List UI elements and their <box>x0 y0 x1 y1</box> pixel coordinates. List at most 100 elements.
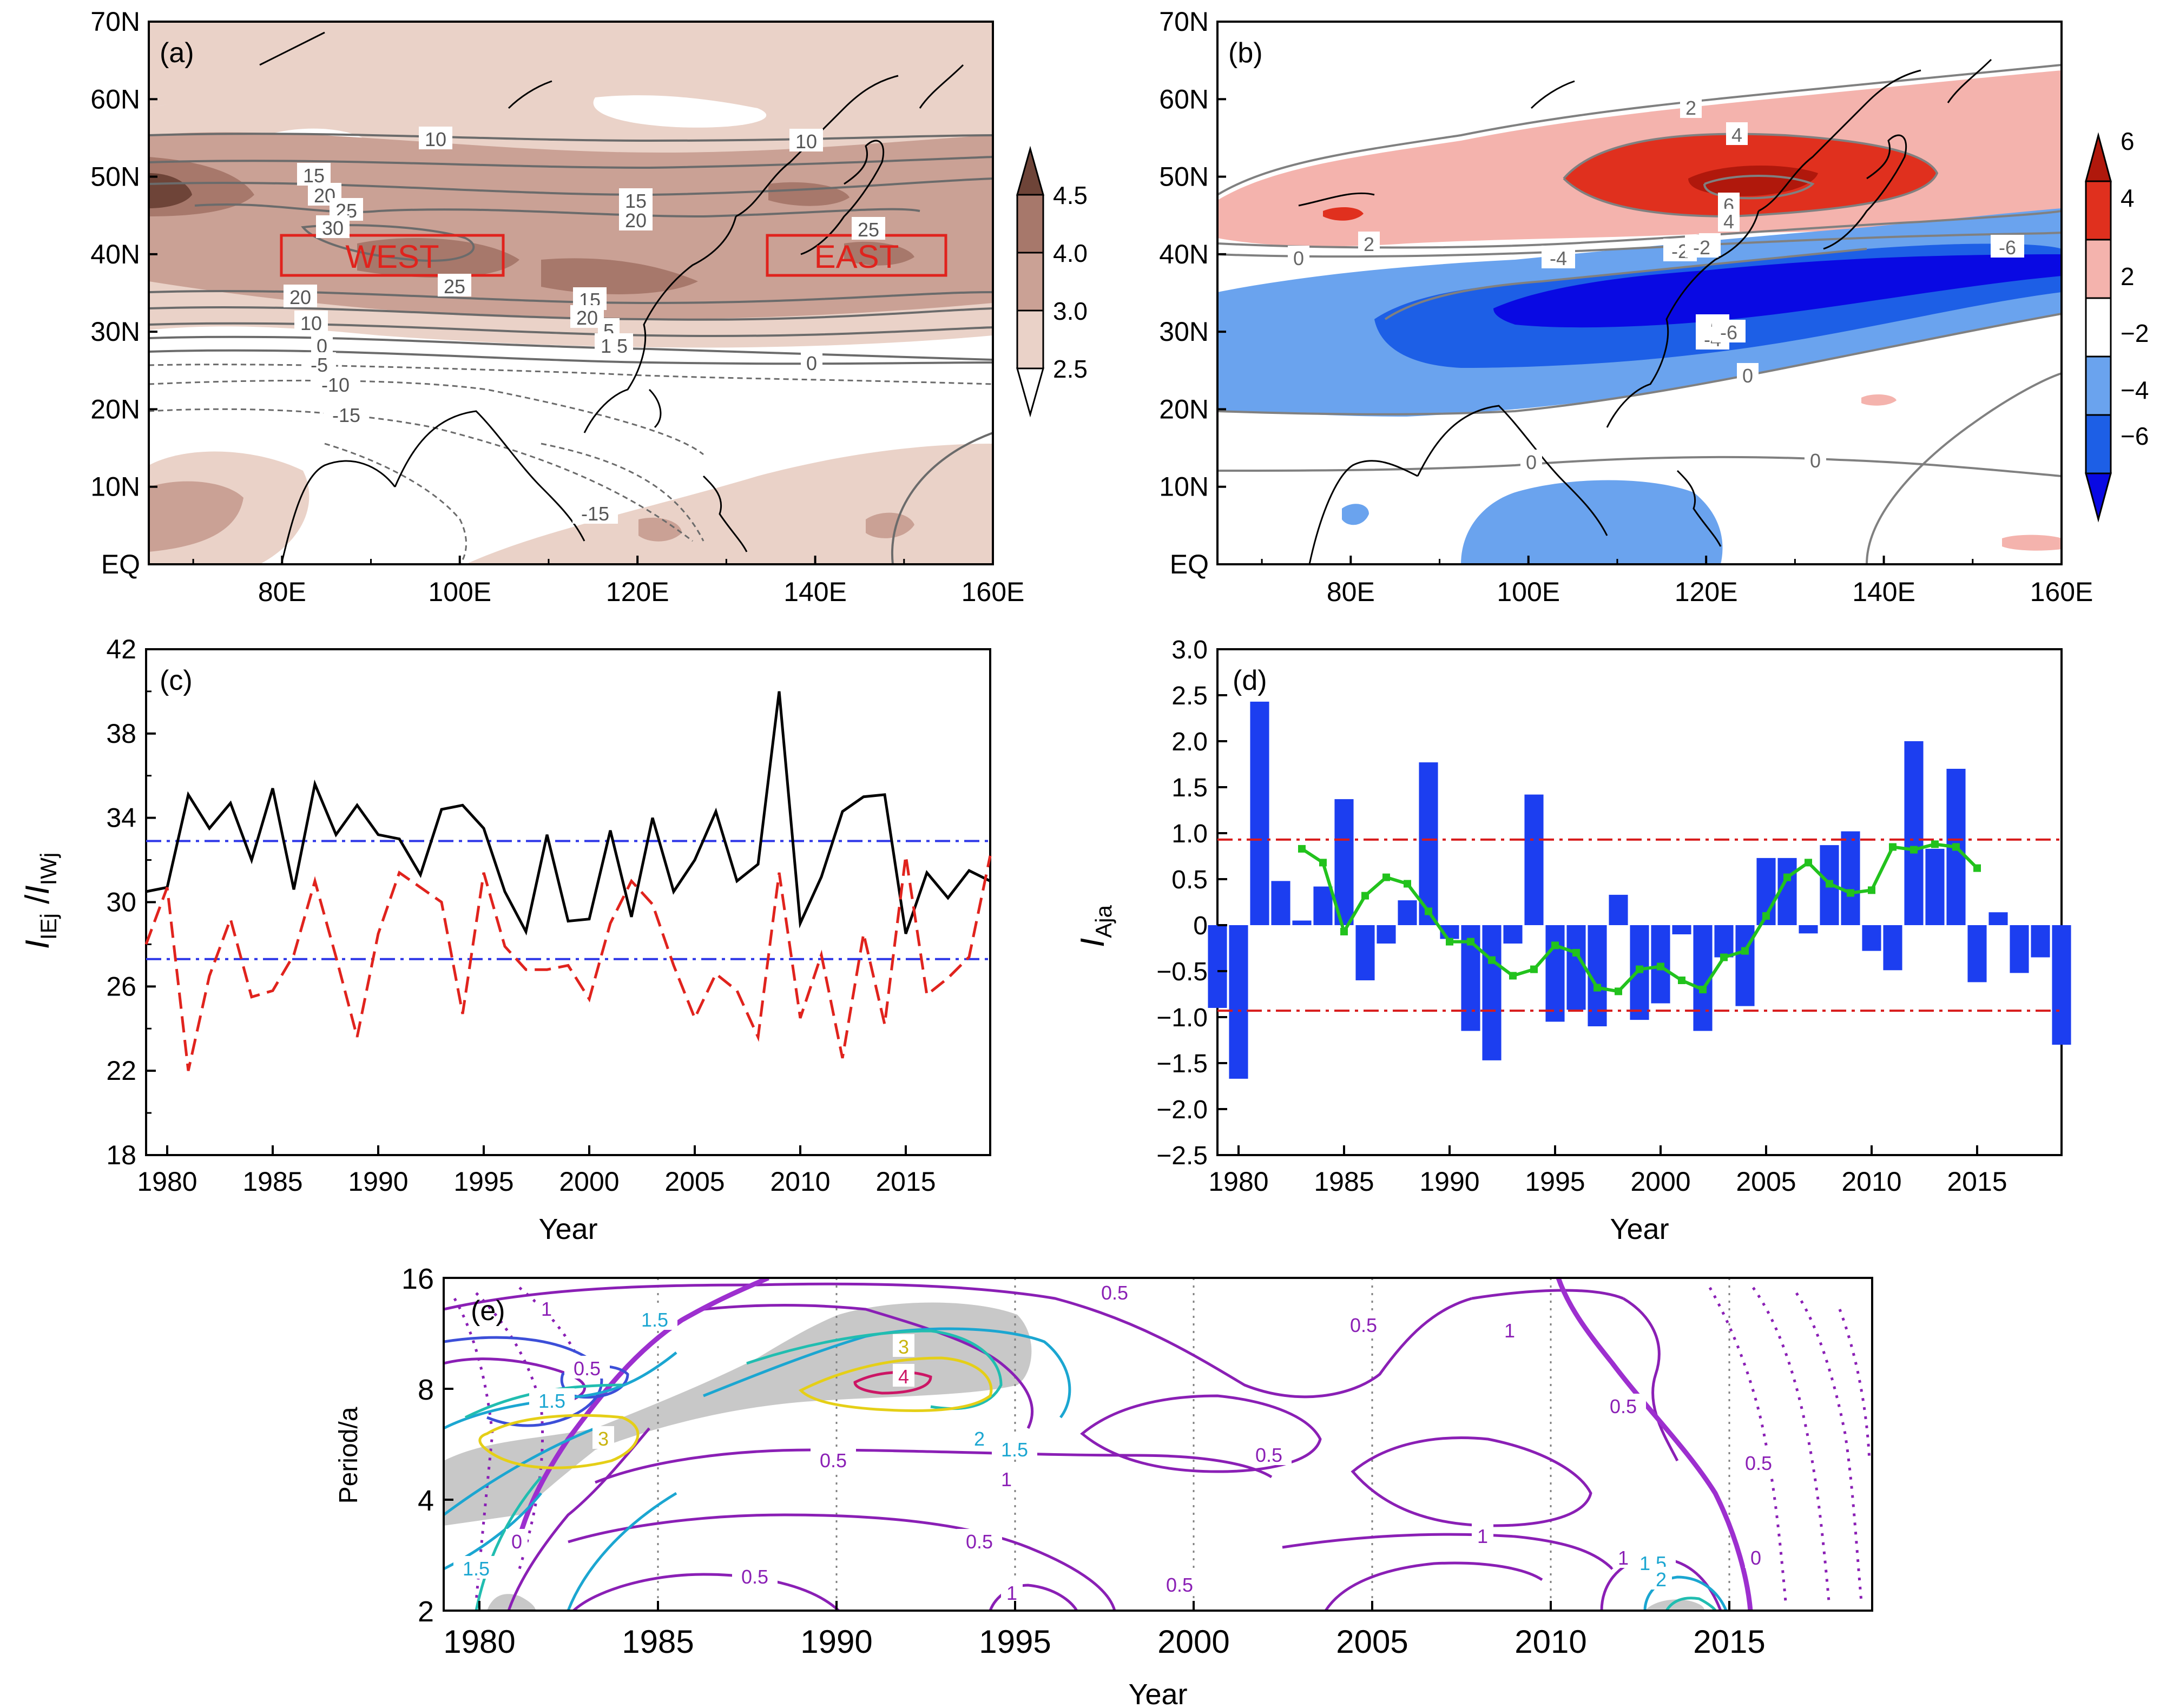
e-ytick-0: 16 <box>401 1263 434 1295</box>
d-bar-2016 <box>1988 912 2008 925</box>
e-contour-label-bg-14 <box>957 1529 1002 1552</box>
d-bar-1995 <box>1545 925 1565 1022</box>
panel-d: (d) 3.0 2.5 2.0 1.5 1.0 0.5 0 −0.5 −1.0 −1.5 −2.0 −… <box>1074 636 2071 1245</box>
panel-d-plot: 3.02.52.01.51.00.50−0.5−1.0−1.5−2.0−2.51… <box>1156 636 2071 1197</box>
b-cbar-label-5: −6 <box>2121 422 2149 450</box>
panel-b-x-ticks: 80E 100E 120E 140E 160E <box>1261 556 2093 607</box>
e-xtick-1: 1985 <box>622 1624 694 1660</box>
panel-e-zero-contour <box>514 1278 1753 1611</box>
d-bar-1994 <box>1524 794 1544 925</box>
panel-e-y-label: Period/a <box>334 1407 363 1503</box>
d-ytick-4: 1.0 <box>1171 820 1208 848</box>
c-xtick-6: 2010 <box>770 1166 830 1197</box>
d-bar-1989 <box>1419 762 1438 925</box>
d-xtick-0: 1980 <box>1208 1166 1268 1197</box>
a-contour-label-bg-0 <box>419 127 452 149</box>
panel-a-contour-labels: 1010151520202525253020151050-5-10-152015… <box>284 127 885 525</box>
panel-b-contour-labels: 2464220-2-2-4-6-6-4000-6 <box>1288 95 2024 473</box>
c-xtick-1: 1985 <box>242 1166 302 1197</box>
b-xtick-2: 120E <box>1675 577 1738 607</box>
panel-d-y-label-sub: Aja <box>1091 905 1116 938</box>
e-contour-label-bg-8 <box>992 1437 1037 1460</box>
e-contour-label-25: 0 <box>511 1531 522 1553</box>
panel-c-y-label-sub2: IWj <box>36 853 61 886</box>
b-ytick-3: 40N <box>1159 239 1209 269</box>
c-xtick-5: 2005 <box>664 1166 725 1197</box>
panel-d-y-label-main: I <box>1074 938 1111 947</box>
d-xtick-3: 1995 <box>1525 1166 1585 1197</box>
a-cbar-label-2: 3.0 <box>1053 297 1088 325</box>
d-smoothed-point-2001 <box>1678 977 1685 984</box>
b-cbar-label-1: 4 <box>2121 184 2135 212</box>
c-xtick-3: 1995 <box>453 1166 513 1197</box>
a-xtick-4: 160E <box>962 577 1025 607</box>
d-smoothed-point-2003 <box>1720 953 1728 961</box>
b-contour-label-bg-3 <box>1718 209 1740 232</box>
a-cbar-label-1: 4.0 <box>1053 239 1088 267</box>
e-contour-label-10: 0.5 <box>820 1449 847 1472</box>
e-contour-label-bg-26 <box>1745 1545 1767 1568</box>
b-contour-label-bg-16 <box>1712 320 1746 342</box>
d-ytick-0: 3.0 <box>1171 636 1208 664</box>
a-contour-label-bg-21 <box>801 351 822 373</box>
b-cbar-label-0: 6 <box>2121 127 2135 155</box>
d-bar-1985 <box>1334 799 1354 925</box>
panel-c-y-label-sep: / <box>19 894 56 913</box>
b-contour-label-bg-1 <box>1726 122 1748 145</box>
panel-d-y-label: IAja <box>1074 905 1116 947</box>
b-ytick-2: 50N <box>1159 162 1209 192</box>
d-ytick-5: 0.5 <box>1171 866 1208 894</box>
d-bar-1987 <box>1377 925 1396 944</box>
panel-c-y-label-sub1: IEj <box>36 913 61 940</box>
d-bar-1980 <box>1229 925 1248 1079</box>
a-ytick-2: 50N <box>90 162 140 192</box>
e-contour-label-5: 4 <box>898 1366 909 1388</box>
a-contour-label-bg-5 <box>619 208 653 230</box>
d-smoothed-point-2014 <box>1952 843 1960 851</box>
a-xtick-2: 120E <box>606 577 669 607</box>
b-contour-label-bg-11 <box>1991 235 2024 258</box>
b-contour-label-15: 0 <box>1810 450 1821 472</box>
e-contour-label-bg-17 <box>1157 1572 1202 1595</box>
d-ytick-9: −1.5 <box>1156 1050 1208 1078</box>
d-ytick-11: −2.5 <box>1156 1142 1208 1170</box>
a-ytick-7: EQ <box>101 549 140 579</box>
d-bar-2011 <box>1883 925 1902 971</box>
panel-a-y-ticks: 70N 60N 50N 40N 30N 20N 10N EQ <box>90 6 157 579</box>
c-ytick-1: 22 <box>106 1056 136 1086</box>
d-smoothed-point-1996 <box>1572 949 1580 957</box>
b-ytick-6: 10N <box>1159 472 1209 502</box>
c-ytick-4: 34 <box>106 803 136 833</box>
e-contour-label-26: 0 <box>1750 1547 1761 1569</box>
a-ytick-3: 40N <box>90 239 140 269</box>
d-smoothed-point-1997 <box>1593 984 1601 992</box>
e-ytick-2: 4 <box>418 1485 434 1517</box>
d-smoothed-point-1994 <box>1530 965 1538 973</box>
e-contour-label-bg-3 <box>529 1388 575 1411</box>
b-cbar-seg-1 <box>2085 180 2112 241</box>
b-cbar-seg-4 <box>2085 355 2112 416</box>
d-smoothed-point-2012 <box>1910 846 1918 854</box>
a-xtick-0: 80E <box>258 577 306 607</box>
a-contour-label-bg-20 <box>611 333 633 356</box>
a-xtick-3: 140E <box>783 577 847 607</box>
panel-e-label: (e) <box>471 1295 505 1327</box>
a-contour-label-10: 20 <box>289 286 311 308</box>
d-smoothed-point-1987 <box>1382 873 1390 881</box>
e-contour-label-bg-24 <box>1650 1567 1672 1590</box>
d-smoothed-point-2011 <box>1889 843 1897 851</box>
a-contour-label-bg-15 <box>302 352 336 375</box>
b-contour-label-bg-13 <box>1737 363 1759 386</box>
e-contour-label-16: 1 <box>1006 1582 1017 1604</box>
a-contour-label-bg-1 <box>789 129 823 151</box>
e-contour-label-14: 0.5 <box>966 1531 993 1553</box>
d-smoothed-point-1985 <box>1340 927 1348 935</box>
a-contour-label-0: 10 <box>425 128 446 150</box>
e-xtick-4: 2000 <box>1157 1624 1229 1660</box>
panel-e-dotted <box>453 1287 1871 1602</box>
e-contour-label-bg-7 <box>969 1426 990 1449</box>
c-ytick-5: 38 <box>106 718 136 749</box>
b-contour-label-bg-14 <box>1520 450 1542 472</box>
d-bar-2003 <box>1714 925 1734 958</box>
